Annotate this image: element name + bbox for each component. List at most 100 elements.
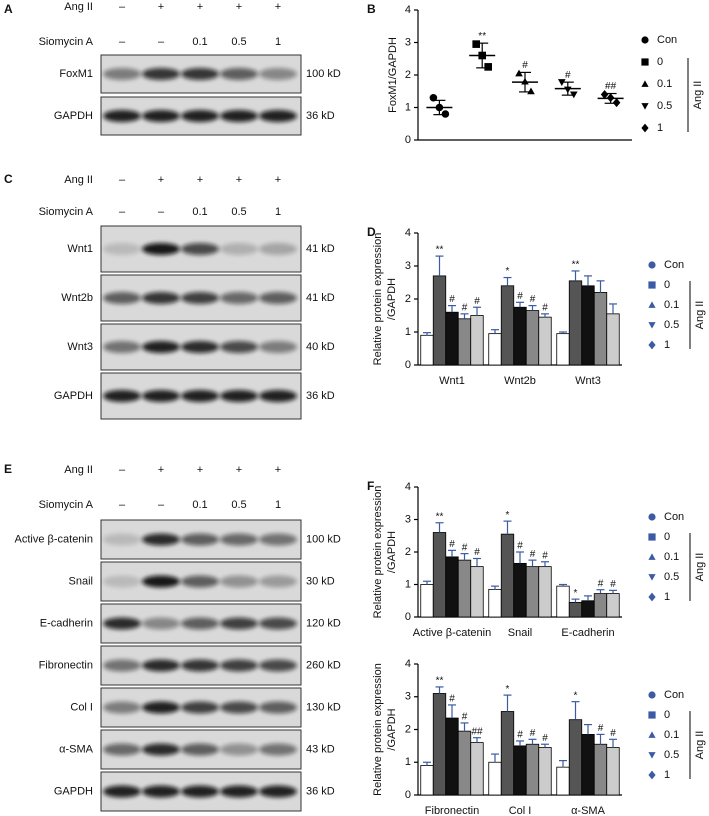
blot-band (259, 533, 297, 546)
legend-marker (648, 592, 656, 602)
y-tick-label: 1 (405, 326, 411, 338)
x-tick-label: Wnt3 (575, 375, 601, 387)
data-point (435, 103, 444, 112)
lane-label: + (275, 174, 281, 186)
lane-label: – (119, 206, 126, 218)
legend-marker (648, 533, 656, 541)
legend-label: 0.5 (664, 749, 679, 761)
bar (432, 275, 447, 366)
significance: # (530, 549, 536, 560)
bar (457, 318, 472, 366)
legend-marker (648, 340, 656, 350)
legend-marker (641, 123, 649, 133)
bar (470, 566, 484, 618)
band-name: GAPDH (54, 110, 93, 122)
lane-label: – (158, 206, 165, 218)
bar (593, 593, 608, 618)
y-axis-label: Relative protein expression (372, 486, 384, 619)
blot-band (142, 743, 180, 756)
legend-label: 0 (664, 531, 670, 543)
significance: # (517, 291, 523, 302)
legend-marker (648, 301, 656, 308)
legend-marker (648, 513, 656, 521)
bar (525, 566, 540, 618)
legend-marker (641, 58, 649, 66)
bar (420, 334, 434, 366)
blot-band (220, 110, 258, 122)
bar (470, 742, 484, 796)
blot-band (259, 617, 297, 630)
band-name: Active β-catenin (15, 533, 93, 545)
y-tick-label: 0 (405, 134, 411, 146)
x-tick-label: Wnt2b (504, 375, 536, 387)
blot-band (259, 701, 297, 714)
blot-band (142, 390, 180, 402)
lane-label: + (158, 174, 164, 186)
bar (568, 719, 583, 796)
treatment-name: Ang II (64, 464, 93, 476)
panel-label: E (4, 462, 12, 476)
panel-label: F (367, 479, 374, 493)
blot-band (259, 390, 297, 402)
bar (457, 730, 472, 796)
y-tick-label: 1 (405, 101, 411, 113)
y-tick-label: 4 (405, 4, 411, 16)
blot-band (181, 341, 219, 353)
blot-band (142, 341, 180, 353)
blot-band (181, 659, 219, 672)
blot-band (181, 68, 219, 80)
lane-label: 0.1 (192, 36, 207, 48)
legend-label: 0.1 (657, 78, 672, 90)
significance: # (522, 60, 528, 71)
legend-label: Con (664, 689, 684, 701)
bar (593, 291, 608, 366)
significance: * (574, 690, 578, 701)
significance: ** (478, 31, 486, 42)
bar (488, 588, 502, 618)
y-axis-label: /GAPDH (386, 531, 398, 573)
significance: # (542, 550, 548, 561)
group-label: Ang II (694, 553, 706, 582)
band-size: 43 kD (306, 743, 335, 755)
blot-band (103, 68, 141, 80)
data-point (472, 40, 480, 48)
legend-label: 0.1 (664, 729, 679, 741)
significance: ** (436, 511, 444, 522)
lane-label: + (275, 464, 281, 476)
blot-band (103, 701, 141, 714)
blot-band (103, 243, 141, 255)
lane-label: 0.1 (192, 206, 207, 218)
significance: ** (436, 245, 444, 256)
bar (581, 285, 595, 366)
lane-label: – (158, 36, 165, 48)
bar (556, 585, 570, 618)
blot-band (181, 701, 219, 714)
blot-band (142, 68, 180, 80)
band-name: GAPDH (54, 390, 93, 402)
bar (525, 743, 540, 796)
blot-band (220, 292, 258, 304)
y-tick-label: 3 (405, 36, 411, 48)
blot-band (220, 243, 258, 255)
band-size: 36 kD (306, 110, 335, 122)
data-point (600, 89, 609, 100)
legend-marker (648, 261, 656, 269)
blot-band (103, 110, 141, 122)
significance: # (610, 579, 616, 590)
band-name: Wnt1 (67, 243, 93, 255)
y-axis-label: FoxM1/GAPDH (387, 37, 399, 113)
lane-label: 1 (275, 206, 281, 218)
y-tick-label: 3 (405, 260, 411, 272)
lane-label: + (275, 1, 281, 13)
data-point (515, 69, 523, 77)
band-name: Fibronectin (39, 659, 93, 671)
data-point (521, 77, 529, 85)
y-tick-label: 4 (405, 481, 411, 493)
bar (500, 711, 515, 796)
lane-label: – (119, 464, 126, 476)
blot-band (142, 575, 180, 588)
bar (420, 765, 434, 796)
band-size: 260 kD (306, 659, 341, 671)
significance: # (517, 730, 523, 741)
band-name: Snail (69, 575, 93, 587)
